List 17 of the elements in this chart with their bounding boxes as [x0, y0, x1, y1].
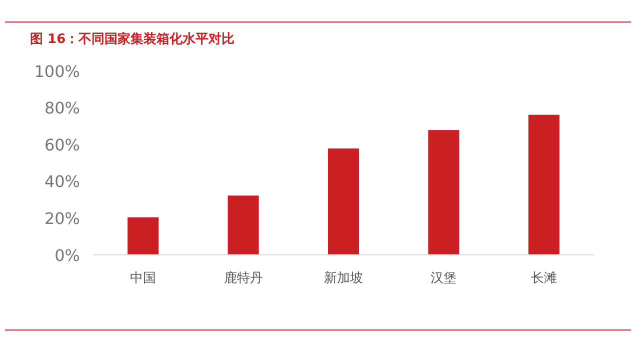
x-tick-label: 汉堡: [430, 271, 457, 286]
bar: [128, 217, 159, 255]
y-tick-label: 80%: [44, 98, 80, 118]
y-tick-label: 100%: [34, 62, 80, 81]
bar: [428, 130, 460, 255]
x-tick-label: 新加坡: [324, 271, 363, 286]
x-tick-label: 鹿特丹: [224, 271, 263, 286]
bar: [228, 196, 259, 255]
bar: [528, 114, 560, 255]
y-tick-label: 60%: [44, 135, 80, 154]
y-tick-label: 0%: [54, 246, 80, 265]
y-tick-label: 20%: [44, 209, 80, 228]
bar: [328, 148, 360, 255]
chart-title: 图 16：不同国家集装箱化水平对比: [30, 31, 235, 47]
x-tick-label: 长滩: [530, 271, 557, 286]
y-tick-label: 40%: [44, 172, 80, 192]
x-tick-label: 中国: [130, 271, 156, 286]
